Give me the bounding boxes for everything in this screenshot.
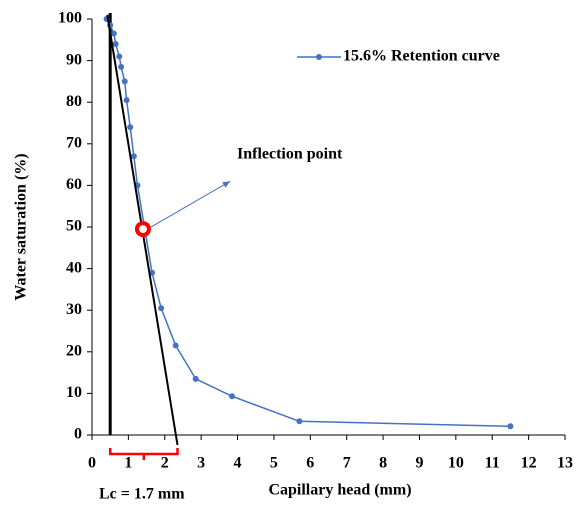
- legend-marker: [316, 54, 322, 60]
- length-label: Lc = 1.7 mm: [99, 486, 185, 503]
- y-tick-label: 90: [66, 51, 82, 68]
- x-tick-label: 1: [124, 455, 132, 472]
- y-tick-label: 50: [66, 218, 82, 235]
- data-point: [158, 305, 165, 312]
- data-point: [123, 97, 130, 104]
- data-point: [121, 78, 128, 85]
- data-point: [110, 30, 117, 37]
- series-line: [105, 18, 511, 428]
- y-axis-label: Water saturation (%): [13, 153, 30, 300]
- inflection-point: [134, 221, 151, 238]
- x-tick-label: 9: [415, 455, 423, 472]
- arrow-head: [222, 181, 231, 188]
- inflection-label: Inflection point: [237, 146, 343, 163]
- y-tick-label: 100: [58, 10, 82, 27]
- data-point: [229, 393, 236, 400]
- y-tick-label: 80: [66, 93, 82, 110]
- x-tick-label: 11: [485, 455, 500, 472]
- x-tick-label: 5: [270, 455, 278, 472]
- data-point: [130, 153, 137, 160]
- data-point: [118, 63, 125, 70]
- data-point: [507, 423, 514, 430]
- data-point: [112, 40, 119, 47]
- y-tick-label: 40: [66, 259, 82, 276]
- x-tick-label: 13: [557, 455, 573, 472]
- data-point: [127, 124, 134, 131]
- x-tick-label: 4: [234, 455, 242, 472]
- x-tick-label: 8: [379, 455, 387, 472]
- x-tick-label: 7: [343, 455, 351, 472]
- y-tick-label: 60: [66, 176, 82, 193]
- x-tick-label: 10: [448, 455, 464, 472]
- data-point: [116, 53, 123, 60]
- legend-label: 15.6% Retention curve: [343, 48, 500, 65]
- x-tick-label: 12: [521, 455, 537, 472]
- length-bracket: [108, 448, 179, 460]
- x-tick-label: 3: [197, 455, 205, 472]
- arrow-shaft: [150, 180, 231, 228]
- y-tick-label: 10: [66, 384, 82, 401]
- x-axis-label: Capillary head (mm): [268, 482, 411, 499]
- data-point: [296, 418, 303, 425]
- data-point: [192, 375, 199, 382]
- x-tick-label: 2: [161, 455, 169, 472]
- y-tick-label: 30: [66, 301, 82, 318]
- x-tick-label: 0: [88, 455, 96, 472]
- y-tick-label: 0: [74, 426, 82, 443]
- x-tick-label: 6: [306, 455, 314, 472]
- data-point: [172, 342, 179, 349]
- y-tick-label: 20: [66, 342, 82, 359]
- y-tick-label: 70: [66, 134, 82, 151]
